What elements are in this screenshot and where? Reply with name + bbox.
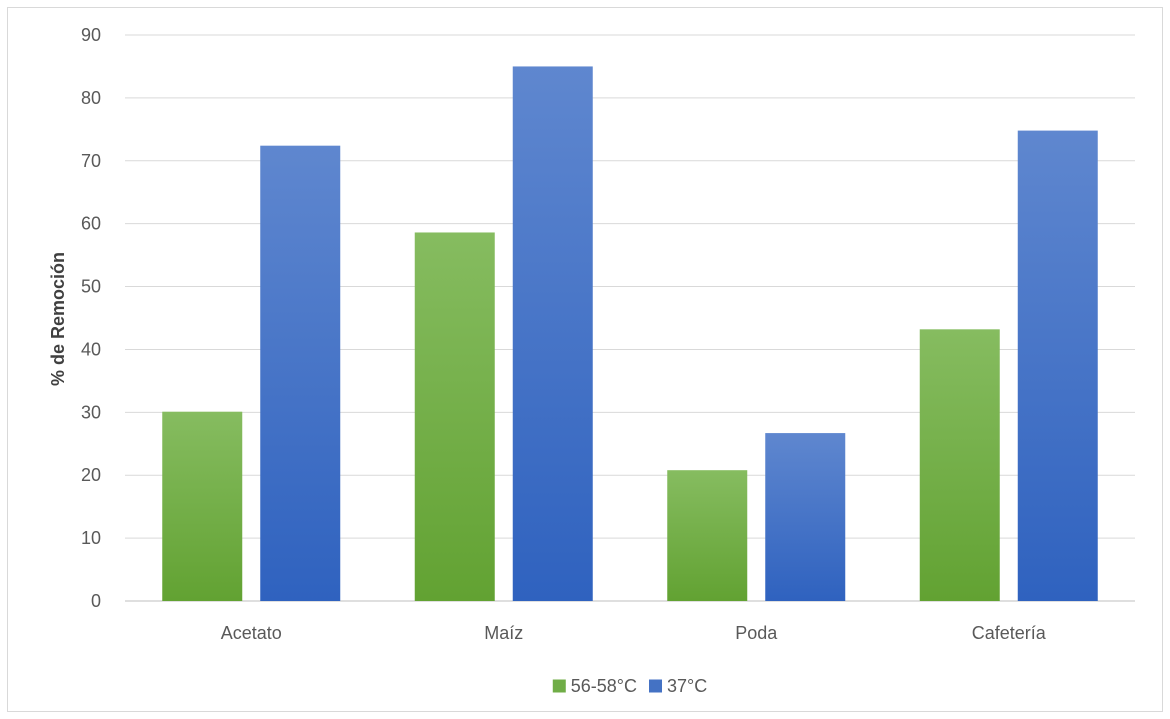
bars (162, 66, 1098, 601)
legend-label: 56-58°C (571, 676, 637, 696)
y-tick-label: 40 (81, 339, 101, 359)
bar (162, 411, 243, 601)
y-tick-label: 80 (81, 88, 101, 108)
x-tick-label: Cafetería (972, 623, 1047, 643)
y-axis-title: % de Remoción (48, 252, 68, 386)
y-tick-label: 50 (81, 277, 101, 297)
bar (765, 433, 846, 601)
legend: 56-58°C 37°C (552, 676, 707, 696)
legend-swatch (649, 679, 663, 693)
y-tick-label: 70 (81, 151, 101, 171)
y-tick-label: 30 (81, 402, 101, 422)
bar (260, 145, 341, 601)
bar (919, 329, 1000, 601)
y-tick-label: 0 (91, 591, 101, 611)
bar (667, 470, 748, 601)
y-tick-label: 20 (81, 465, 101, 485)
bar (512, 66, 593, 601)
x-tick-label: Acetato (221, 623, 282, 643)
legend-label: 37°C (667, 676, 707, 696)
legend-swatch (552, 679, 566, 693)
bar (414, 232, 495, 601)
y-tick-label: 60 (81, 214, 101, 234)
y-tick-label: 90 (81, 25, 101, 45)
x-tick-label: Poda (735, 623, 778, 643)
x-tick-label: Maíz (484, 623, 523, 643)
y-tick-label: 10 (81, 528, 101, 548)
bar (1017, 130, 1098, 601)
tick-labels: 0 10 20 30 40 50 60 70 80 90 Acetato Maíz Poda Cafete… (81, 25, 1047, 643)
